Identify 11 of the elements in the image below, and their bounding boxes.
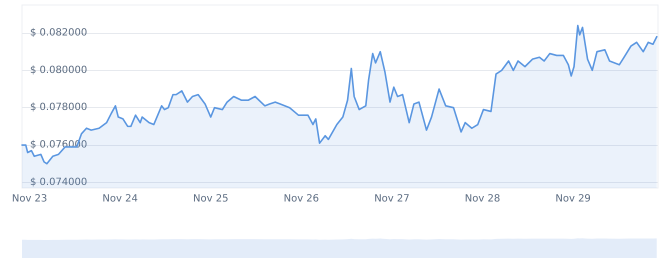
x-tick-label: Nov 26 <box>284 194 320 204</box>
x-tick-label: Nov 29 <box>555 194 591 204</box>
y-tick-label: $ 0.082000 <box>30 28 88 39</box>
y-tick-label: $ 0.074000 <box>30 176 88 188</box>
y-tick-label: $ 0.080000 <box>30 64 88 76</box>
x-tick-label: Nov 27 <box>374 194 410 204</box>
x-tick-label: Nov 23 <box>12 194 48 204</box>
y-tick-label: $ 0.078000 <box>30 102 88 114</box>
x-tick-label: Nov 28 <box>464 194 500 204</box>
x-tick-label: Nov 24 <box>102 194 138 204</box>
x-tick-label: Nov 25 <box>193 194 228 204</box>
